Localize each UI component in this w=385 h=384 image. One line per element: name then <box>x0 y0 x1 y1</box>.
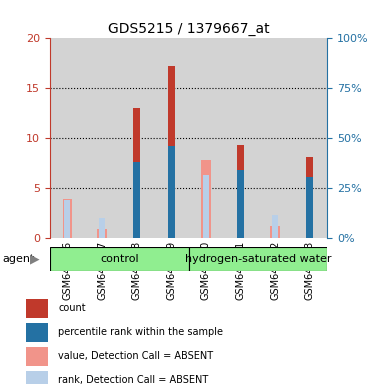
Bar <box>26 371 48 384</box>
Bar <box>154 38 189 238</box>
Bar <box>64 200 70 238</box>
Text: rank, Detection Call = ABSENT: rank, Detection Call = ABSENT <box>58 375 208 384</box>
Bar <box>306 177 313 238</box>
Bar <box>119 38 154 238</box>
Bar <box>258 38 293 238</box>
Bar <box>237 170 244 238</box>
Text: percentile rank within the sample: percentile rank within the sample <box>58 328 223 338</box>
Bar <box>293 38 327 238</box>
Bar <box>270 226 280 238</box>
Bar <box>203 175 209 238</box>
Bar <box>201 160 211 238</box>
Bar <box>189 247 327 271</box>
Text: control: control <box>100 254 139 264</box>
Bar <box>26 347 48 366</box>
Bar <box>85 38 119 238</box>
Bar <box>97 229 107 238</box>
Bar <box>168 66 175 238</box>
Text: value, Detection Call = ABSENT: value, Detection Call = ABSENT <box>58 351 213 361</box>
Bar <box>133 162 140 238</box>
Bar <box>189 38 223 238</box>
Bar <box>50 247 189 271</box>
Text: ▶: ▶ <box>30 252 40 265</box>
Title: GDS5215 / 1379667_at: GDS5215 / 1379667_at <box>108 22 270 36</box>
Bar <box>99 218 105 238</box>
Bar <box>50 38 85 238</box>
Bar <box>272 215 278 238</box>
Bar <box>223 38 258 238</box>
Bar <box>133 108 140 238</box>
Bar <box>26 299 48 318</box>
Bar <box>306 157 313 238</box>
Text: agent: agent <box>2 254 34 264</box>
Bar <box>168 146 175 238</box>
Text: hydrogen-saturated water: hydrogen-saturated water <box>185 254 331 264</box>
Bar <box>26 323 48 342</box>
Bar <box>237 145 244 238</box>
Bar <box>62 199 72 238</box>
Text: count: count <box>58 303 86 313</box>
